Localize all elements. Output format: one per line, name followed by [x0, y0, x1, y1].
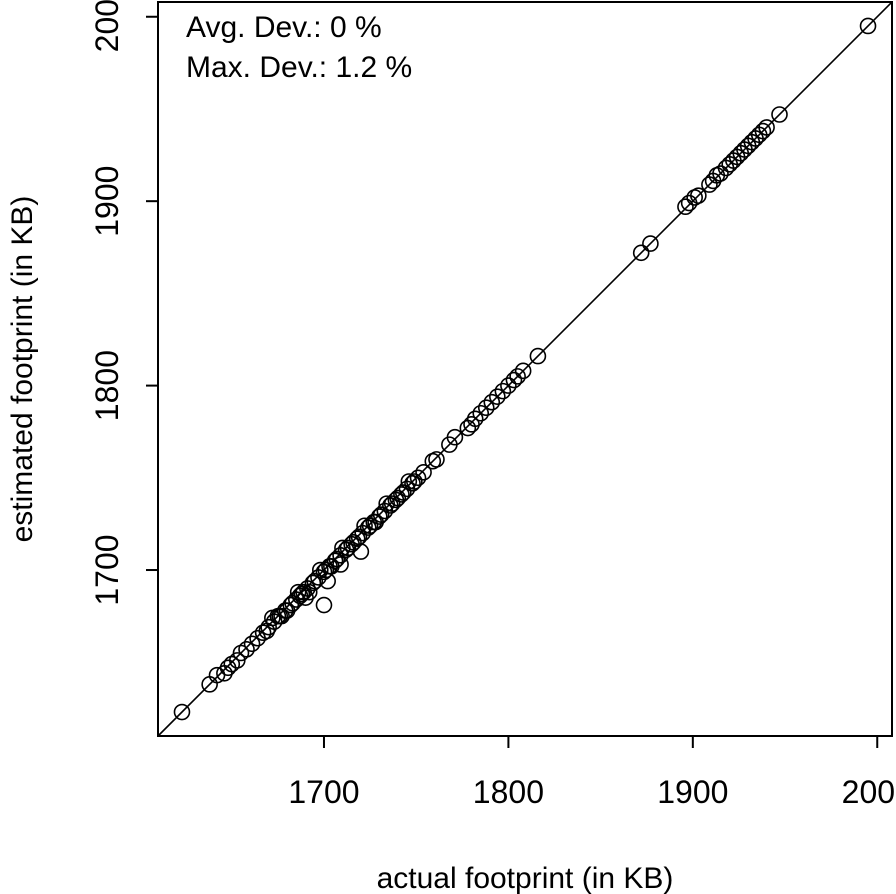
data-point [389, 489, 407, 507]
data-point [409, 469, 427, 487]
data-point [446, 428, 464, 446]
data-point [859, 17, 877, 35]
data-point [677, 198, 694, 216]
data-point [472, 404, 490, 422]
data-point [505, 371, 523, 389]
data-point [771, 106, 788, 123]
data-point [269, 607, 287, 625]
data-point [489, 388, 506, 405]
x-tick-label: 2000 [842, 774, 896, 810]
data-point [428, 451, 445, 468]
x-axis-label: actual footprint (in KB) [377, 862, 674, 894]
data-point [243, 635, 261, 653]
data-point [352, 543, 370, 560]
data-point [712, 165, 729, 182]
data-point [459, 419, 477, 437]
data-point [367, 513, 384, 531]
y-tick-label: 1700 [89, 534, 125, 605]
data-point [306, 572, 324, 590]
data-point [509, 368, 526, 385]
y-tick-label: 1800 [89, 350, 125, 421]
data-point [278, 602, 296, 619]
data-point [319, 572, 336, 590]
data-point [477, 399, 495, 417]
data-point [642, 235, 659, 252]
data-point [514, 362, 532, 380]
data-point [466, 410, 484, 428]
y-tick-label: 2000 [89, 0, 125, 52]
data-point [383, 495, 401, 512]
data-point [400, 473, 418, 490]
data-points-layer [173, 17, 877, 721]
data-point [483, 393, 501, 411]
data-point [238, 641, 255, 658]
max-deviation-annotation: Max. Dev.: 1.2 % [186, 51, 412, 84]
avg-deviation-annotation: Avg. Dev.: 0 % [186, 11, 382, 44]
data-point [529, 347, 547, 365]
data-point [406, 473, 423, 490]
y-tick-label: 1900 [89, 166, 125, 237]
x-tick-label: 1700 [288, 774, 359, 810]
data-point [273, 607, 290, 625]
x-axis: 1700 1800 1900 2000 [288, 736, 896, 810]
y-axis: 1700 1800 1900 2000 [89, 0, 158, 606]
plot-frame [157, 1, 893, 737]
x-tick-label: 1800 [473, 774, 544, 810]
data-point [229, 652, 246, 669]
data-point [339, 539, 357, 557]
data-point [334, 539, 351, 557]
data-point [348, 530, 366, 547]
data-point [332, 556, 349, 573]
data-point [415, 463, 432, 481]
data-point [758, 119, 775, 136]
data-point [315, 596, 333, 614]
y-axis-label: estimated footprint (in KB) [6, 196, 39, 543]
data-point [393, 486, 410, 503]
data-point [356, 517, 373, 535]
data-point [219, 659, 237, 677]
data-point [632, 244, 650, 262]
data-point [494, 382, 512, 400]
data-point [394, 484, 412, 501]
data-point [500, 377, 517, 394]
data-point [291, 587, 309, 605]
data-point [173, 703, 191, 721]
data-point [754, 122, 772, 140]
data-point [378, 495, 395, 512]
x-tick-label: 1900 [657, 774, 728, 810]
data-point [690, 187, 707, 204]
